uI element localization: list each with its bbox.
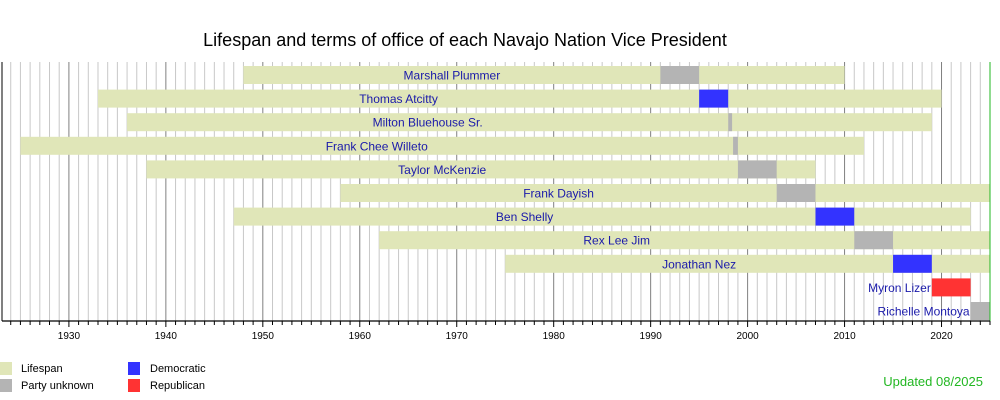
legend-label-lifespan: Lifespan <box>21 363 63 375</box>
term-bar <box>776 184 816 202</box>
legend-swatch-republican <box>128 379 140 392</box>
row-label: Myron Lizer <box>868 281 931 295</box>
chart-title: Lifespan and terms of office of each Nav… <box>203 30 727 50</box>
x-tick-label: 1980 <box>543 331 566 342</box>
row-label: Jonathan Nez <box>662 257 736 271</box>
lifespan-bar <box>97 89 942 108</box>
term-bar <box>699 89 729 108</box>
row-label: Milton Bluehouse Sr. <box>373 116 483 130</box>
lifespan-bar <box>505 254 990 273</box>
row-label: Frank Chee Willeto <box>326 139 428 153</box>
term-bar <box>737 160 777 179</box>
lifespan-bar <box>379 231 990 250</box>
x-tick-label: 1940 <box>155 331 178 342</box>
legend-swatch-unknown <box>0 379 12 392</box>
x-tick-label: 1950 <box>252 331 275 342</box>
lifespan-bar <box>127 113 932 132</box>
term-bar <box>728 113 733 132</box>
row-label: Rex Lee Jim <box>583 234 650 248</box>
lifespan-bar <box>243 66 845 84</box>
term-bar <box>931 278 971 297</box>
row-label: Thomas Atcitty <box>359 92 438 106</box>
term-bar <box>733 136 738 155</box>
term-bar <box>893 254 932 273</box>
row-label: Ben Shelly <box>496 210 553 224</box>
row-label: Taylor McKenzie <box>398 163 486 177</box>
lifespan-bar <box>146 160 816 179</box>
legend-swatch-democratic <box>128 362 140 375</box>
x-tick-label: 2000 <box>736 331 759 342</box>
term-bar <box>815 207 855 226</box>
x-tick-label: 1930 <box>58 331 81 342</box>
x-tick-label: 2020 <box>930 331 953 342</box>
row-label: Marshall Plummer <box>404 69 501 83</box>
x-tick-label: 1990 <box>640 331 663 342</box>
term-bar <box>970 302 990 320</box>
legend-label-republican: Republican <box>150 380 206 392</box>
lifespan-bar <box>20 136 864 155</box>
updated-note: Updated 08/2025 <box>883 374 983 389</box>
row-label: Frank Dayish <box>523 187 594 201</box>
x-tick-label: 2010 <box>833 331 856 342</box>
row-label: Richelle Montoya <box>878 305 970 319</box>
legend-swatch-lifespan <box>0 362 12 375</box>
term-bar <box>660 66 700 84</box>
legend-label-democratic: Democratic <box>150 363 206 375</box>
x-tick-label: 1960 <box>349 331 372 342</box>
term-bar <box>854 231 894 250</box>
lifespan-bar <box>233 207 971 226</box>
legend-label-unknown: Party unknown <box>21 380 94 392</box>
lifespan-bar <box>340 184 991 202</box>
x-tick-label: 1970 <box>446 331 469 342</box>
